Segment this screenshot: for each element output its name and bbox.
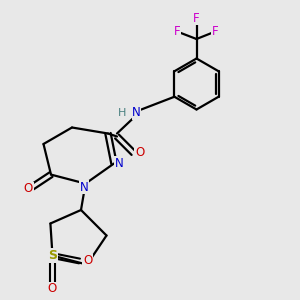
Text: N: N [132, 106, 141, 119]
Text: S: S [48, 249, 57, 262]
Text: O: O [83, 254, 92, 268]
Text: F: F [193, 11, 200, 25]
Text: F: F [174, 25, 180, 38]
Text: H: H [118, 107, 126, 118]
Text: O: O [24, 182, 33, 196]
Text: N: N [115, 157, 124, 170]
Text: O: O [135, 146, 144, 160]
Text: N: N [80, 181, 88, 194]
Text: O: O [48, 282, 57, 296]
Text: F: F [212, 25, 219, 38]
